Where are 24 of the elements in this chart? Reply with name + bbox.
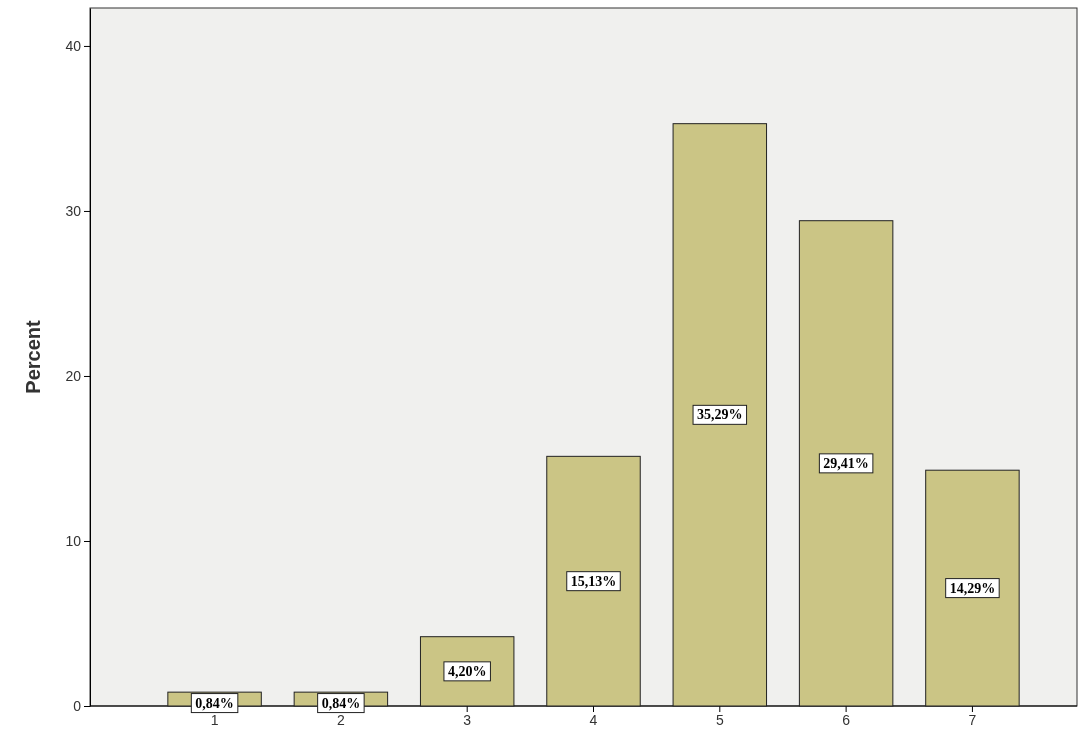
x-tick-label: 7 (968, 711, 977, 728)
x-tick-label: 2 (336, 711, 345, 728)
bar (546, 455, 641, 707)
x-tick-label: 6 (842, 711, 851, 728)
data-label: 15,13% (570, 573, 617, 589)
x-tick-label: 4 (589, 711, 598, 728)
y-tick-label: 0 (73, 697, 82, 714)
data-label: 35,29% (697, 407, 743, 423)
y-tick-label: 10 (65, 532, 82, 549)
data-label: 0,84% (321, 695, 361, 711)
x-tick-label: 1 (210, 711, 219, 728)
bar (925, 469, 1020, 707)
data-label: 4,20% (447, 663, 487, 679)
x-tick-label: 5 (715, 711, 724, 728)
bar (672, 123, 768, 707)
bar (798, 220, 894, 707)
y-tick-label: 40 (65, 37, 82, 54)
y-tick-label: 30 (65, 202, 82, 219)
data-label: 14,29% (949, 580, 996, 596)
data-label: 0,84% (195, 695, 234, 711)
data-label: 29,41% (823, 455, 869, 471)
y-axis-title: Percent (22, 319, 44, 394)
y-tick-label: 20 (65, 367, 82, 384)
x-tick-label: 3 (463, 711, 472, 728)
